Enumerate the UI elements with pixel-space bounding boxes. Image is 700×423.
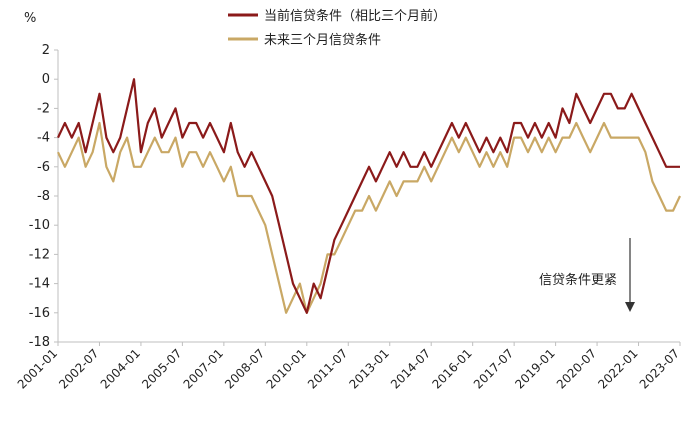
x-tick-label: 2020-07 <box>554 346 599 391</box>
x-tick-label: 2007-01 <box>181 346 226 391</box>
y-tick-label: 0 <box>42 72 50 87</box>
y-tick-label: -2 <box>37 101 50 116</box>
tighter-credit-annotation: 信贷条件更紧 <box>539 238 635 312</box>
legend: 当前信贷条件（相比三个月前） 未来三个月信贷条件 <box>228 8 446 48</box>
x-tick-label: 2010-01 <box>264 346 309 391</box>
x-tick-label: 2004-01 <box>98 346 143 391</box>
y-tick-label: -8 <box>37 189 50 204</box>
y-tick-label: -16 <box>29 306 50 321</box>
series-lines <box>57 78 681 314</box>
y-tick-label: -10 <box>29 218 50 233</box>
y-tick-label: 2 <box>42 43 50 58</box>
x-tick-label: 2011-07 <box>305 346 350 391</box>
y-unit-label: % <box>24 11 36 26</box>
y-tick-label: -12 <box>29 247 50 262</box>
x-axis: 2001-012002-072004-012005-072007-012008-… <box>15 341 682 392</box>
y-tick-label: -6 <box>37 160 50 175</box>
y-tick-label: -18 <box>29 335 50 350</box>
x-tick-label: 2005-07 <box>139 346 184 391</box>
series-line-future <box>57 121 681 314</box>
y-tick-label: -14 <box>29 277 50 292</box>
x-tick-label: 2019-01 <box>512 346 557 391</box>
annotation-arrow-head-icon <box>625 302 635 312</box>
x-tick-label: 2023-07 <box>637 346 682 391</box>
y-tick-label: -4 <box>37 131 50 146</box>
x-tick-label: 2017-07 <box>471 346 516 391</box>
x-tick-label: 2016-01 <box>429 346 474 391</box>
series-line-current <box>57 78 680 314</box>
annotation-label: 信贷条件更紧 <box>539 272 617 288</box>
legend-label-future: 未来三个月信贷条件 <box>264 32 381 48</box>
x-tick-label: 2022-01 <box>595 346 640 391</box>
x-tick-label: 2014-07 <box>388 346 433 391</box>
x-tick-label: 2013-01 <box>347 346 392 391</box>
x-tick-label: 2001-01 <box>15 346 60 391</box>
x-tick-label: 2002-07 <box>56 346 101 391</box>
legend-label-current: 当前信贷条件（相比三个月前） <box>264 8 446 24</box>
x-tick-label: 2008-07 <box>222 346 267 391</box>
y-axis: 2 0 -2 -4 -6 -8 -10 -12 -14 -16 -18 <box>29 43 59 350</box>
